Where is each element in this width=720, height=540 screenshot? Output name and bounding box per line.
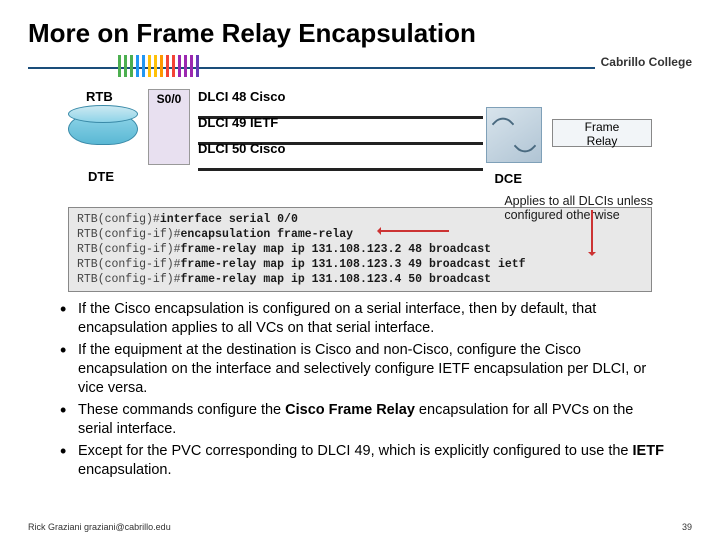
config-line: RTB(config-if)#frame-relay map ip 131.10… — [77, 257, 643, 272]
frame-relay-label: FrameRelay — [552, 119, 652, 147]
slide-footer: Rick Graziani graziani@cabrillo.edu 39 — [28, 522, 692, 532]
config-line: RTB(config-if)#frame-relay map ip 131.10… — [77, 242, 643, 257]
arrow-icon — [379, 230, 449, 232]
divider: Cabrillo College — [28, 55, 692, 81]
bullet-item: These commands configure the Cisco Frame… — [56, 401, 664, 439]
page-number: 39 — [682, 522, 692, 532]
network-diagram: RTB DTE S0/0 DLCI 48 Cisco DLCI 49 IETF … — [68, 89, 652, 201]
dlci-line — [198, 168, 483, 171]
bullet-list: If the Cisco encapsulation is configured… — [56, 300, 664, 480]
config-terminal: Applies to all DLCIs unlessconfigured ot… — [68, 207, 652, 292]
interface-box: S0/0 — [148, 89, 190, 165]
dlci-num: DLCI 48 — [198, 89, 246, 104]
arrow-icon — [591, 210, 593, 254]
bullet-item: If the equipment at the destination is C… — [56, 341, 664, 398]
bullet-item: If the Cisco encapsulation is configured… — [56, 300, 664, 338]
frame-relay-switch-icon — [486, 107, 542, 163]
page-title: More on Frame Relay Encapsulation — [28, 18, 692, 49]
config-line: RTB(config-if)#frame-relay map ip 131.10… — [77, 272, 643, 287]
dlci-enc: Cisco — [250, 89, 285, 104]
callout-text: Applies to all DLCIs unlessconfigured ot… — [504, 194, 653, 222]
dce-label: DCE — [495, 171, 522, 186]
bullet-item: Except for the PVC corresponding to DLCI… — [56, 442, 664, 480]
dlci-enc: IETF — [250, 115, 278, 130]
router-label: RTB — [86, 89, 113, 104]
dlci-num: DLCI 50 — [198, 141, 246, 156]
config-line: RTB(config-if)#encapsulation frame-relay — [77, 227, 643, 242]
dte-label: DTE — [88, 169, 114, 184]
dlci-enc: Cisco — [250, 141, 285, 156]
college-logo: Cabrillo College — [595, 55, 692, 69]
dlci-num: DLCI 49 — [198, 115, 246, 130]
router-icon — [68, 113, 138, 161]
footer-author: Rick Graziani graziani@cabrillo.edu — [28, 522, 171, 532]
